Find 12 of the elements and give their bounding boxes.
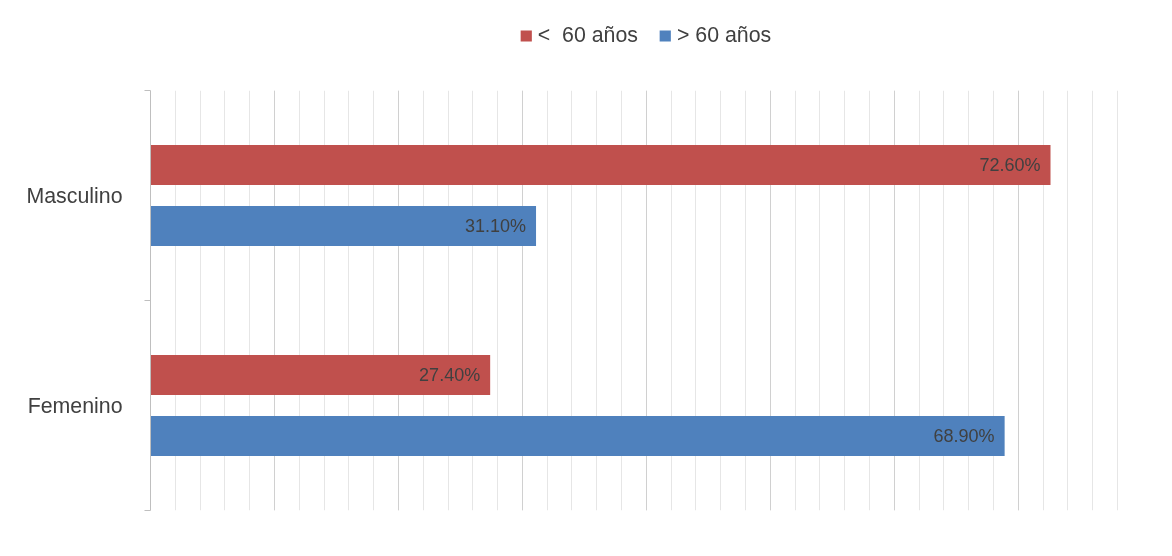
data-label: 68.90% [933,425,995,446]
bar [150,206,537,246]
legend-label: > 60 años [676,22,772,48]
data-label: 31.10% [464,215,527,236]
data-label: 27.40% [419,365,481,386]
y-tick-label: Masculino [26,183,123,208]
data-label: 72.60% [979,155,1041,176]
bar [150,416,1005,456]
bar [150,145,1051,185]
legend-label: < 60 años [537,22,638,48]
y-tick-label: Femenino [27,393,123,418]
bar [150,355,491,395]
